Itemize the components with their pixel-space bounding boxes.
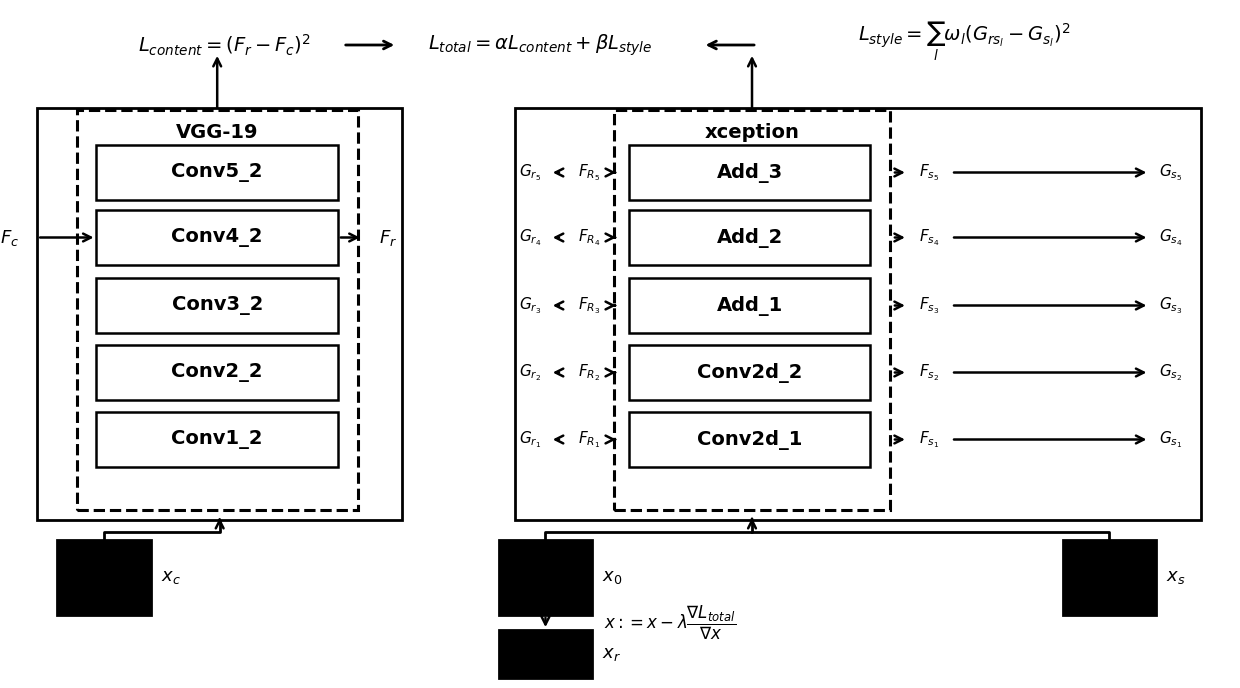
Text: $x_c$: $x_c$: [160, 568, 180, 586]
Bar: [629, 412, 870, 467]
Text: $G_{s_{4}}$: $G_{s_{4}}$: [1159, 227, 1183, 248]
Text: Conv3_2: Conv3_2: [171, 296, 263, 315]
Text: Conv2d_1: Conv2d_1: [697, 429, 802, 449]
Bar: [97, 345, 339, 400]
Text: Conv2d_2: Conv2d_2: [697, 363, 802, 383]
Text: $G_{s_{1}}$: $G_{s_{1}}$: [1159, 429, 1183, 450]
Text: $F_{s_{1}}$: $F_{s_{1}}$: [919, 429, 940, 450]
Text: $F_{R_{4}}$: $F_{R_{4}}$: [578, 227, 600, 248]
Bar: [97, 210, 339, 265]
Text: $L_{total} = \alpha L_{content} + \beta L_{style}$: $L_{total} = \alpha L_{content} + \beta …: [428, 32, 652, 58]
Bar: [1063, 540, 1156, 615]
Text: $G_{r_{4}}$: $G_{r_{4}}$: [520, 227, 542, 248]
Text: $G_{r_{3}}$: $G_{r_{3}}$: [520, 295, 542, 316]
Bar: [498, 630, 593, 678]
Text: Add_2: Add_2: [717, 228, 782, 248]
Text: $x := x - \lambda \dfrac{\nabla L_{total}}{\nabla x}$: $x := x - \lambda \dfrac{\nabla L_{total…: [604, 603, 737, 642]
Text: $x_r$: $x_r$: [603, 645, 621, 663]
Bar: [57, 540, 150, 615]
Text: $G_{s_{3}}$: $G_{s_{3}}$: [1159, 295, 1183, 316]
Text: Add_1: Add_1: [717, 296, 782, 316]
Text: Add_3: Add_3: [717, 162, 782, 182]
Text: $F_{s_{3}}$: $F_{s_{3}}$: [919, 295, 940, 316]
Bar: [97, 145, 339, 200]
Text: $G_{s_{5}}$: $G_{s_{5}}$: [1159, 162, 1183, 183]
Bar: [629, 145, 870, 200]
Text: $x_s$: $x_s$: [1166, 568, 1185, 586]
Text: Conv4_2: Conv4_2: [171, 228, 263, 247]
Text: Conv5_2: Conv5_2: [171, 163, 263, 182]
Bar: [629, 278, 870, 333]
Text: $G_{s_{2}}$: $G_{s_{2}}$: [1159, 362, 1183, 383]
Text: $F_{s_{4}}$: $F_{s_{4}}$: [919, 227, 940, 248]
Text: $F_{s_{5}}$: $F_{s_{5}}$: [919, 162, 940, 183]
Text: $F_{R_{5}}$: $F_{R_{5}}$: [578, 162, 600, 183]
Text: $G_{r_{5}}$: $G_{r_{5}}$: [520, 162, 542, 183]
Text: xception: xception: [704, 122, 800, 142]
Text: $F_{R_{2}}$: $F_{R_{2}}$: [578, 362, 600, 383]
Bar: [77, 110, 357, 510]
Text: $F_{s_{2}}$: $F_{s_{2}}$: [919, 362, 940, 383]
Bar: [97, 412, 339, 467]
Text: Conv2_2: Conv2_2: [171, 363, 263, 382]
Text: $F_{R_{1}}$: $F_{R_{1}}$: [578, 429, 600, 450]
Text: $F_{R_{3}}$: $F_{R_{3}}$: [578, 295, 600, 316]
Bar: [498, 540, 593, 615]
Text: $F_c$: $F_c$: [0, 228, 20, 248]
Bar: [629, 210, 870, 265]
Bar: [516, 108, 1200, 520]
Text: $x_0$: $x_0$: [603, 568, 622, 586]
Bar: [614, 110, 890, 510]
Bar: [629, 345, 870, 400]
Text: VGG-19: VGG-19: [176, 122, 258, 142]
Bar: [97, 278, 339, 333]
Text: $L_{content} = (F_r - F_c)^2$: $L_{content} = (F_r - F_c)^2$: [138, 32, 311, 58]
Text: $G_{r_{2}}$: $G_{r_{2}}$: [520, 362, 542, 383]
Text: Conv1_2: Conv1_2: [171, 430, 263, 449]
Text: $L_{style} = \sum_{l} \omega_l (G_{rs_l} - G_{s_l})^2$: $L_{style} = \sum_{l} \omega_l (G_{rs_l}…: [858, 19, 1070, 63]
Bar: [37, 108, 402, 520]
Text: $G_{r_{1}}$: $G_{r_{1}}$: [520, 429, 542, 450]
Text: $F_r$: $F_r$: [379, 228, 398, 248]
